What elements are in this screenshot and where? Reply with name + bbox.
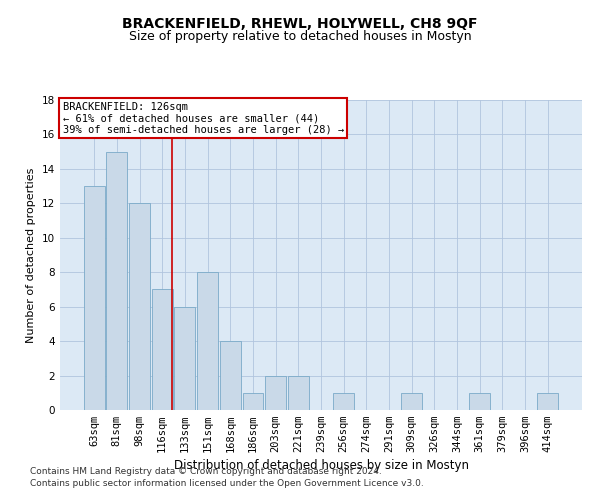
- Text: Contains HM Land Registry data © Crown copyright and database right 2024.: Contains HM Land Registry data © Crown c…: [30, 467, 382, 476]
- Bar: [242, 393, 263, 410]
- Bar: [84, 186, 104, 410]
- Bar: [538, 393, 558, 410]
- Text: Contains public sector information licensed under the Open Government Licence v3: Contains public sector information licen…: [30, 478, 424, 488]
- Bar: [401, 393, 422, 410]
- Bar: [106, 152, 127, 410]
- Bar: [333, 393, 354, 410]
- Bar: [129, 204, 150, 410]
- Bar: [288, 376, 309, 410]
- Bar: [469, 393, 490, 410]
- Bar: [175, 306, 196, 410]
- Bar: [265, 376, 286, 410]
- Text: BRACKENFIELD: 126sqm
← 61% of detached houses are smaller (44)
39% of semi-detac: BRACKENFIELD: 126sqm ← 61% of detached h…: [62, 102, 344, 134]
- Bar: [220, 341, 241, 410]
- Text: Size of property relative to detached houses in Mostyn: Size of property relative to detached ho…: [128, 30, 472, 43]
- X-axis label: Distribution of detached houses by size in Mostyn: Distribution of detached houses by size …: [173, 460, 469, 472]
- Y-axis label: Number of detached properties: Number of detached properties: [26, 168, 37, 342]
- Text: BRACKENFIELD, RHEWL, HOLYWELL, CH8 9QF: BRACKENFIELD, RHEWL, HOLYWELL, CH8 9QF: [122, 18, 478, 32]
- Bar: [197, 272, 218, 410]
- Bar: [152, 290, 173, 410]
